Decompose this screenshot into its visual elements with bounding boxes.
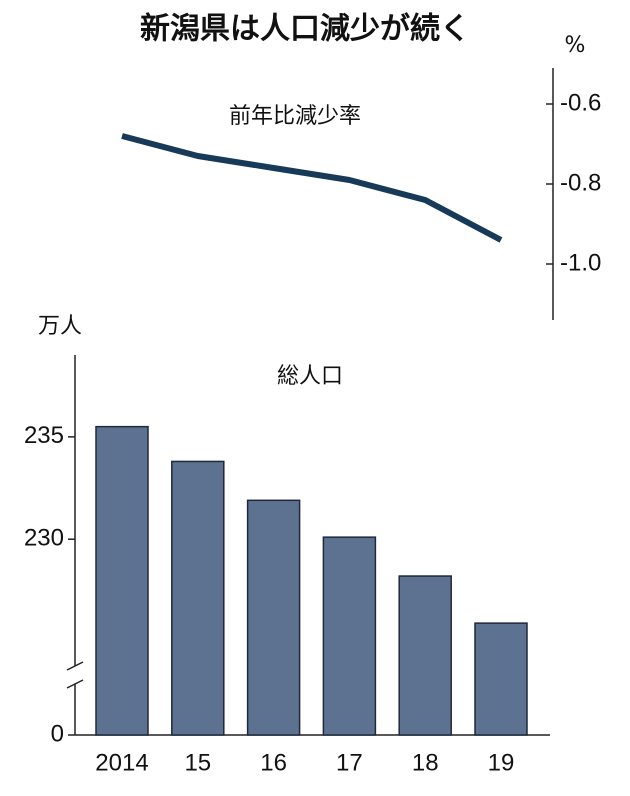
- bar: [246, 499, 301, 736]
- bar: [322, 536, 377, 736]
- axis-break: [66, 661, 84, 671]
- y-tick-label: -1.0: [560, 249, 601, 276]
- y-tick-label: 230: [24, 525, 64, 552]
- bar: [474, 622, 528, 736]
- x-tick-label: 18: [412, 749, 439, 776]
- y-tick-label: -0.8: [560, 169, 601, 196]
- line-title: 前年比減少率: [229, 104, 361, 129]
- x-tick-label: 16: [260, 749, 287, 776]
- x-tick-label: 17: [336, 749, 363, 776]
- y-tick-label: 0: [51, 720, 64, 747]
- y-tick-label: 235: [24, 422, 64, 449]
- axis-break: [66, 679, 84, 689]
- chart-title: 新潟県は人口減少が続く: [140, 12, 470, 47]
- bar-title: 総人口: [277, 364, 343, 389]
- y-unit: 万人: [38, 314, 82, 339]
- bar: [171, 460, 225, 736]
- bar: [95, 425, 149, 736]
- line: [121, 133, 503, 243]
- x-tick-label: 15: [184, 749, 211, 776]
- bar: [398, 575, 452, 736]
- y-unit: %: [565, 33, 586, 58]
- x-tick-label: 19: [488, 749, 515, 776]
- y-tick-label: -0.6: [560, 89, 601, 116]
- x-tick-label: 2014: [95, 749, 148, 776]
